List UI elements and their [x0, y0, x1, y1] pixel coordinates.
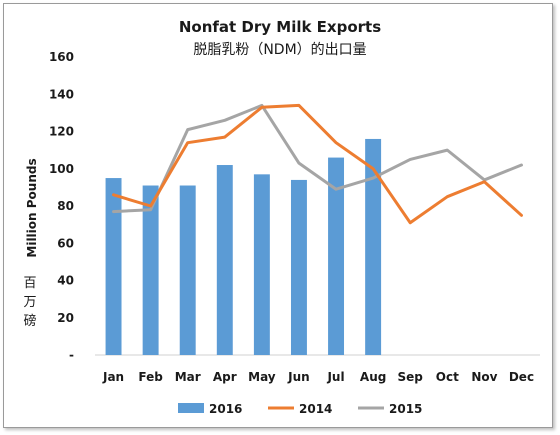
x-tick-label: Apr: [213, 370, 237, 384]
chart-frame: [3, 3, 553, 428]
x-tick-label: Feb: [138, 370, 163, 384]
chart-title: Nonfat Dry Milk Exports: [179, 18, 381, 36]
y-axis-label-cn-char: 百: [23, 276, 36, 291]
x-tick-label: Oct: [436, 370, 459, 384]
y-tick-labels: - 20 40 60 80 100 120 140 160: [49, 50, 74, 362]
y-tick-label: 160: [49, 50, 74, 64]
x-tick-label: Jul: [326, 370, 344, 384]
x-tick-label: May: [248, 370, 276, 384]
y-tick-label: 80: [57, 199, 74, 213]
y-tick-label: 20: [57, 311, 74, 325]
bar-2016: [290, 179, 307, 355]
legend-item-2016: 2016: [178, 402, 242, 416]
legend: 2016 2014 2015: [178, 402, 422, 416]
y-tick-label: 120: [49, 125, 74, 139]
y-tick-label: 40: [57, 274, 74, 288]
y-axis-label-cn: 百万磅: [23, 276, 36, 329]
y-tick-label: 100: [49, 162, 74, 176]
x-tick-label: Mar: [175, 370, 201, 384]
bar-2016: [142, 185, 159, 355]
y-tick-label: 60: [57, 236, 74, 250]
x-tick-label: Dec: [509, 370, 534, 384]
x-tick-label: Sep: [398, 370, 424, 384]
y-axis-label-cn-char: 磅: [23, 313, 36, 329]
legend-item-2014: 2014: [268, 402, 332, 416]
y-tick-label: -: [69, 348, 74, 362]
line-2015: [112, 103, 523, 214]
chart-subtitle: 脱脂乳粉（NDM）的出口量: [193, 42, 366, 58]
bar-2016: [365, 138, 382, 355]
line-series: [112, 103, 523, 225]
line-2014: [112, 103, 523, 225]
x-tick-label: Jun: [287, 370, 310, 384]
x-tick-labels: Jan Feb Mar Apr May Jun Jul Aug Sep Oct Nov Dec: [102, 370, 534, 384]
bar-2016: [105, 178, 122, 355]
legend-label: 2016: [209, 402, 242, 416]
bar-2016: [253, 174, 270, 355]
legend-swatch: [178, 403, 204, 413]
bar-2016: [328, 157, 345, 355]
x-tick-label: Jan: [102, 370, 124, 384]
legend-label: 2014: [299, 402, 332, 416]
y-axis-label-cn-char: 万: [23, 295, 36, 310]
bar-series: [105, 138, 382, 355]
bar-2016: [216, 165, 233, 355]
legend-item-2015: 2015: [358, 402, 422, 416]
bar-2016: [179, 185, 196, 355]
legend-label: 2015: [389, 402, 422, 416]
y-tick-label: 140: [49, 87, 74, 101]
x-tick-label: Aug: [360, 370, 386, 384]
x-tick-label: Nov: [471, 370, 497, 384]
y-axis-label: Million Pounds: [25, 158, 39, 257]
